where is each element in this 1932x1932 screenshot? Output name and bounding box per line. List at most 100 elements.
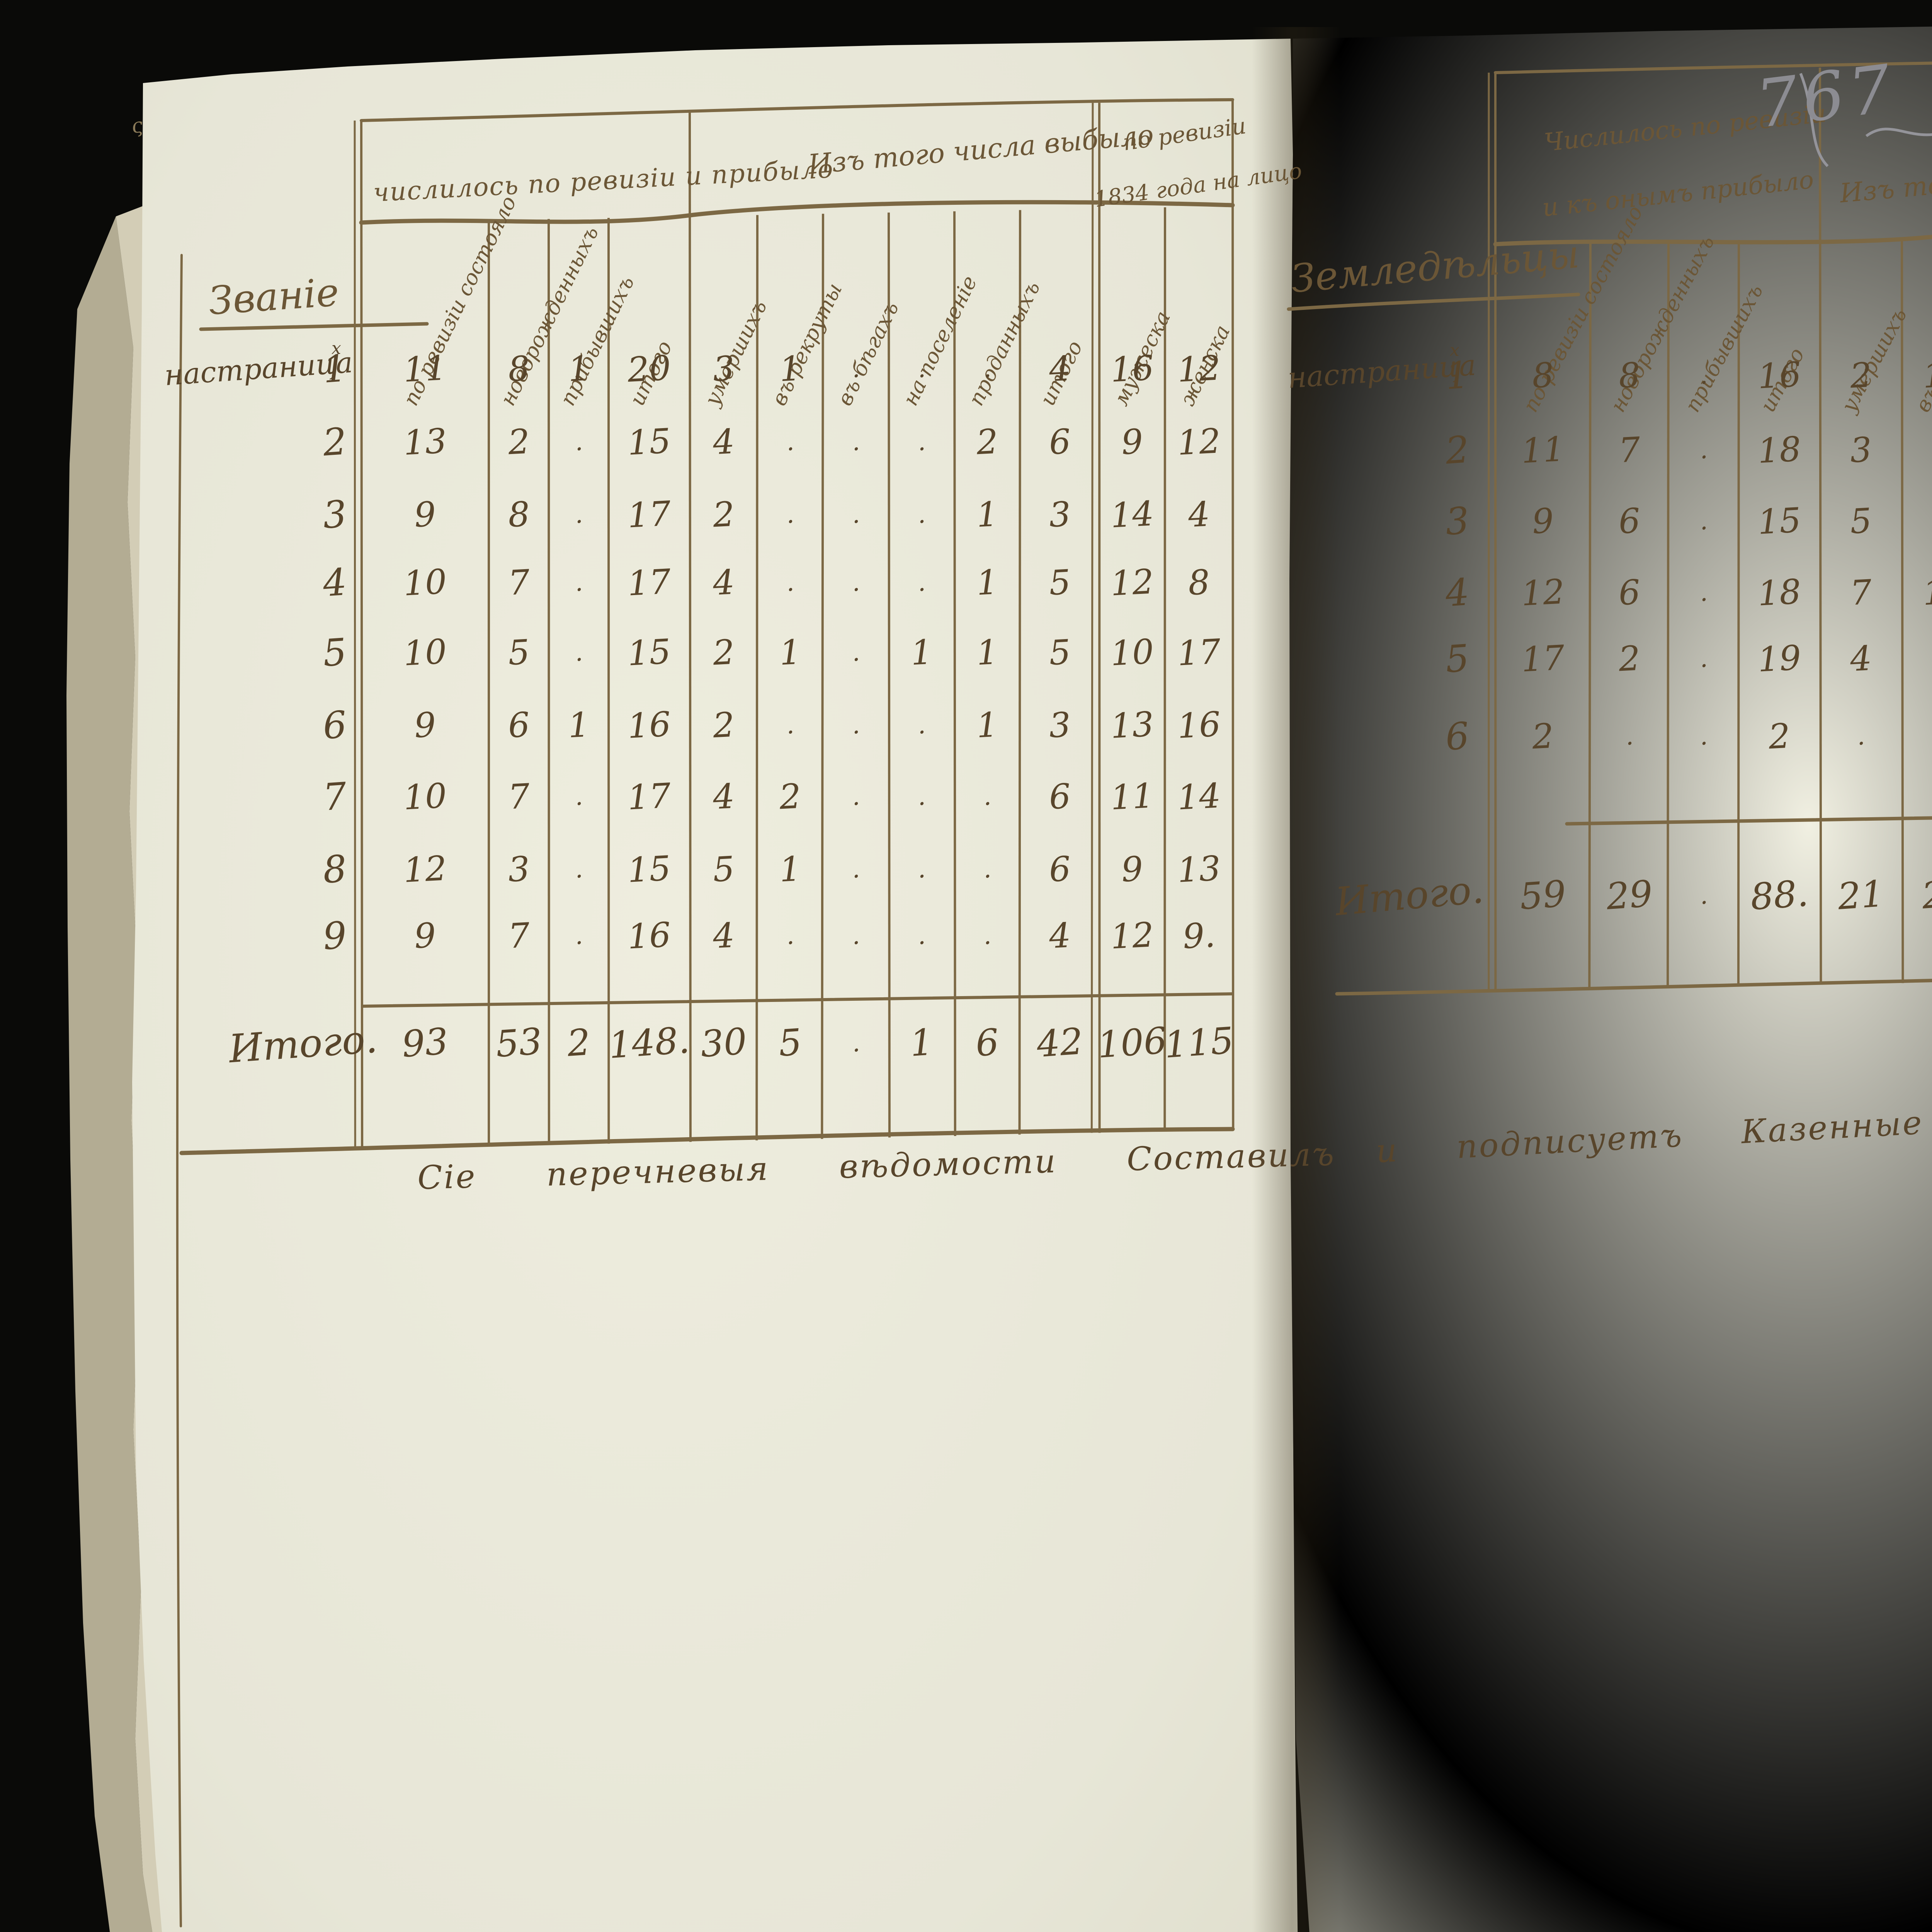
left-cell-r3c7: . bbox=[917, 570, 926, 595]
left-cell-r4c6: . bbox=[851, 640, 861, 665]
right-cell-r1c0: 11 bbox=[1520, 432, 1565, 468]
right-cell-r2c0: 9 bbox=[1531, 504, 1555, 539]
left-row-label: 3 bbox=[322, 495, 348, 534]
left-cell-r5c7: . bbox=[917, 713, 926, 738]
left-cell-r5c3: 16 bbox=[627, 707, 672, 743]
left-cell-r3c8: 1 bbox=[976, 565, 999, 600]
left-cell-r5c6: . bbox=[851, 713, 861, 738]
left-cell-r2c1: 8 bbox=[507, 497, 531, 532]
right-cell-r2c4: 5 bbox=[1849, 504, 1873, 539]
left-cell-r1c6: . bbox=[851, 430, 861, 455]
right-cell-r4c0: 17 bbox=[1520, 641, 1565, 677]
right-cell-r0c3: 16 bbox=[1757, 357, 1802, 394]
left-cell-r0c8: . bbox=[983, 357, 992, 382]
left-cell-r7c5: 1 bbox=[779, 852, 802, 887]
left-cell-r3c4: 4 bbox=[712, 565, 735, 600]
left-cell-r8c2: . bbox=[574, 923, 583, 949]
left-cell-r8c3: 16 bbox=[627, 918, 672, 954]
left-cell-r1c9: 6 bbox=[1048, 425, 1071, 460]
left-cell-r4c9: 5 bbox=[1048, 635, 1071, 670]
left-cell-r3c6: . bbox=[851, 570, 861, 595]
column-line bbox=[1902, 237, 1903, 983]
right-row-label: 4 bbox=[1444, 573, 1471, 612]
left-cell-r5c8: 1 bbox=[976, 708, 999, 743]
left-total-c7: 1 bbox=[909, 1024, 934, 1062]
column-line bbox=[1738, 240, 1739, 986]
column-line bbox=[1099, 103, 1100, 1133]
left-total-c4: 30 bbox=[699, 1024, 748, 1063]
left-cell-r1c8: 2 bbox=[976, 425, 999, 460]
gutter-shadow bbox=[1252, 27, 1341, 1932]
left-cell-r8c9: 4 bbox=[1048, 918, 1071, 954]
left-cell-r7c4: 5 bbox=[712, 852, 735, 887]
right-cell-r2c3: 15 bbox=[1757, 503, 1802, 539]
left-cell-r1c2: . bbox=[574, 430, 583, 455]
right-cell-r5c0: 2 bbox=[1531, 719, 1555, 754]
left-cell-r6c6: . bbox=[851, 784, 861, 810]
left-cell-r6c4: 4 bbox=[712, 779, 735, 815]
left-cell-r4c11: 17 bbox=[1176, 634, 1221, 671]
left-cell-r4c2: . bbox=[574, 640, 583, 665]
right-total-c2: . bbox=[1699, 883, 1709, 908]
left-total-c11: 115 bbox=[1163, 1023, 1235, 1064]
left-cell-r3c1: 7 bbox=[507, 565, 531, 600]
left-cell-r7c7: . bbox=[917, 857, 926, 882]
pencil-folio-number: 767 bbox=[1753, 56, 1899, 138]
right-cell-r3c4: 7 bbox=[1849, 575, 1873, 611]
left-cell-r7c3: 15 bbox=[627, 851, 672, 888]
left-stub-header: Званіе bbox=[207, 273, 340, 320]
right-cell-r4c2: . bbox=[1699, 646, 1708, 672]
left-total-c2: 2 bbox=[566, 1024, 591, 1062]
left-total-c0: 93 bbox=[401, 1024, 449, 1063]
left-cell-r7c0: 12 bbox=[403, 851, 447, 888]
right-row-label: 5 bbox=[1444, 639, 1471, 678]
left-cell-r8c0: 9 bbox=[413, 918, 437, 954]
left-cell-r5c11: 16 bbox=[1176, 707, 1221, 743]
left-cell-r8c8: . bbox=[983, 923, 992, 949]
left-cell-r4c5: 1 bbox=[779, 635, 802, 670]
left-total-c6: . bbox=[851, 1031, 861, 1056]
right-cell-r1c3: 18 bbox=[1757, 432, 1802, 468]
column-line bbox=[1092, 103, 1093, 1133]
left-row-label: 6 bbox=[322, 706, 348, 745]
left-cell-r0c2: 1 bbox=[567, 352, 590, 387]
right-cell-r5c3: 2 bbox=[1768, 719, 1791, 754]
right-cell-r3c1: 6 bbox=[1618, 575, 1641, 611]
left-total-c5: 5 bbox=[777, 1024, 803, 1062]
left-cell-r0c10: 16 bbox=[1110, 351, 1155, 387]
right-cell-r3c2: . bbox=[1699, 580, 1708, 605]
left-cell-r6c10: 11 bbox=[1110, 779, 1155, 815]
right-total-c0: 59 bbox=[1519, 876, 1567, 915]
left-cell-r4c1: 5 bbox=[507, 635, 531, 670]
left-cell-r3c11: 8 bbox=[1187, 565, 1211, 600]
left-cell-r6c7: . bbox=[917, 784, 926, 810]
left-cell-r2c10: 14 bbox=[1110, 497, 1155, 533]
right-cell-r5c1: . bbox=[1625, 724, 1634, 749]
left-cell-r5c4: 2 bbox=[712, 708, 735, 743]
left-cell-r1c0: 13 bbox=[403, 424, 447, 460]
left-cell-r2c5: . bbox=[786, 502, 795, 527]
left-cell-r0c4: 3 bbox=[712, 352, 735, 387]
left-cell-r1c10: 9 bbox=[1121, 425, 1144, 460]
right-cell-r4c4: 4 bbox=[1849, 641, 1873, 677]
left-cell-r4c10: 10 bbox=[1110, 634, 1155, 671]
column-line bbox=[1589, 243, 1590, 989]
left-total-c8: 6 bbox=[975, 1024, 1000, 1062]
left-cell-r6c5: 2 bbox=[779, 779, 802, 815]
left-cell-r1c11: 12 bbox=[1176, 424, 1221, 460]
left-cell-r8c11: 9. bbox=[1182, 918, 1216, 954]
left-cell-r3c2: . bbox=[574, 570, 583, 595]
column-line bbox=[954, 211, 955, 1136]
right-total-c3: 88. bbox=[1749, 876, 1810, 916]
left-row-label: 9 bbox=[322, 917, 348, 955]
left-cell-r4c7: 1 bbox=[910, 635, 934, 670]
right-cell-r4c1: 2 bbox=[1618, 641, 1641, 677]
left-cell-r5c5: . bbox=[786, 713, 795, 738]
left-row-label: 5 bbox=[322, 633, 348, 672]
left-cell-r5c10: 13 bbox=[1110, 707, 1155, 743]
left-cell-r6c1: 7 bbox=[507, 779, 531, 815]
left-cell-r2c0: 9 bbox=[413, 497, 437, 532]
left-cell-r2c6: . bbox=[851, 502, 861, 527]
right-cell-r0c1: 8 bbox=[1618, 358, 1641, 393]
left-cell-r7c6: . bbox=[851, 857, 861, 882]
